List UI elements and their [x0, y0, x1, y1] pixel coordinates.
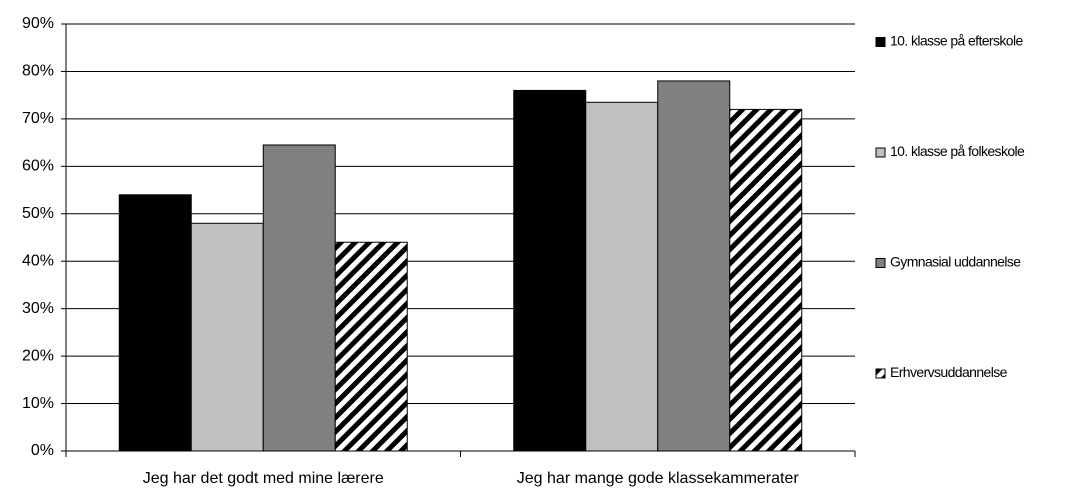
bar [118, 194, 192, 452]
legend-swatch [875, 258, 886, 268]
bar [334, 241, 408, 452]
legend-swatch [875, 37, 886, 47]
bar [657, 80, 731, 452]
y-tick-label: 10% [22, 395, 54, 412]
legend-label: Gymnasial uddannelse [890, 254, 1021, 270]
legend-swatch [875, 368, 886, 379]
y-tick-label: 30% [22, 300, 54, 317]
y-tick-label: 50% [22, 205, 54, 222]
x-tick-label: Jeg har mange gode klassekammerater [517, 470, 800, 487]
y-tick-label: 20% [22, 347, 54, 364]
legend-label: 10. klasse på efterskole [890, 33, 1023, 49]
y-tick-label: 0% [31, 442, 54, 459]
y-tick-label: 70% [22, 110, 54, 127]
bar [729, 108, 803, 452]
y-tick-label: 60% [22, 158, 54, 175]
y-tick-label: 40% [22, 252, 54, 269]
x-tick-label: Jeg har det godt med mine lærere [143, 470, 384, 487]
legend-label: Erhvervsuddannelse [890, 364, 1008, 380]
y-tick-label: 90% [22, 15, 54, 32]
bar [585, 101, 659, 452]
y-tick-label: 80% [22, 63, 54, 80]
bar [190, 222, 264, 452]
legend-label: 10. klasse på folkeskole [890, 143, 1025, 159]
bar [262, 144, 336, 452]
legend-swatch [875, 147, 886, 158]
bar [513, 89, 587, 452]
